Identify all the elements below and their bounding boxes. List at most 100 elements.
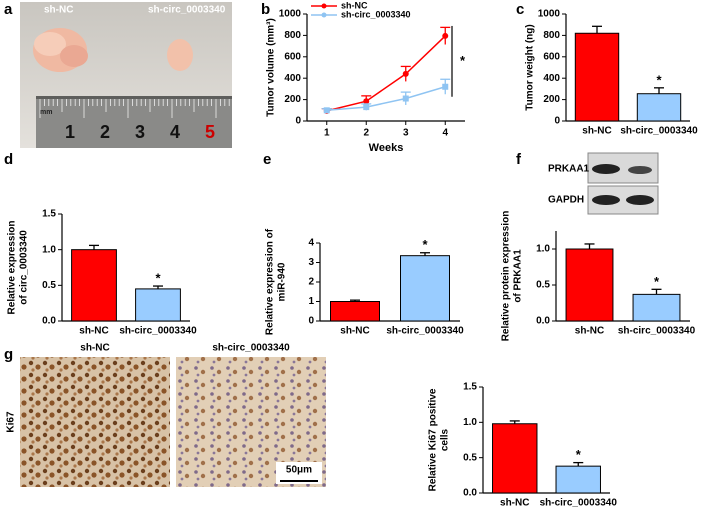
- y-tick-label: 0: [295, 116, 301, 127]
- bar: [574, 32, 620, 122]
- panel-letter: f: [516, 151, 522, 168]
- x-tick-label: sh-NC: [582, 126, 611, 137]
- legend-marker: [321, 3, 327, 9]
- y-tick-label: 200: [284, 94, 301, 105]
- y-tick-label: 1000: [538, 9, 561, 20]
- y-axis-label: Tumor weight (ng): [525, 24, 536, 110]
- y-tick-label: 0.0: [536, 316, 550, 327]
- ihc-label: sh-circ_0003340: [212, 343, 290, 354]
- point: [442, 83, 449, 90]
- significance: *: [656, 72, 662, 87]
- x-tick-label: sh-NC: [575, 326, 604, 337]
- y-tick-label: 0.0: [463, 488, 477, 499]
- series-line: [326, 86, 446, 112]
- y-tick-label: 600: [543, 51, 560, 62]
- ruler-unit: mm: [40, 109, 52, 116]
- y-axis-label: of PRKAA1: [513, 249, 524, 303]
- y-axis-label: cells: [440, 428, 451, 451]
- y-tick-label: 3: [308, 257, 314, 268]
- y-axis-label: of circ_0003340: [19, 230, 30, 305]
- y-axis-label: Relative expression: [7, 221, 18, 315]
- x-tick-label: sh-circ_0003340: [119, 326, 197, 337]
- y-tick-label: 400: [284, 73, 301, 84]
- ruler-number: 1: [65, 122, 75, 142]
- x-tick-label: sh-NC: [500, 498, 529, 509]
- ihc-image: [20, 357, 170, 487]
- photo-label: sh-NC: [44, 5, 73, 16]
- photo-label: sh-circ_0003340: [148, 5, 226, 16]
- bar: [555, 465, 601, 494]
- legend-label: sh-NC: [341, 0, 368, 10]
- y-axis-label: Tumor volume (mm³): [266, 18, 277, 117]
- panel-letter: d: [4, 151, 13, 168]
- significance: *: [422, 237, 428, 252]
- ihc-marker: Ki67: [6, 411, 17, 433]
- y-tick-label: 0: [554, 116, 560, 127]
- bar: [565, 248, 614, 322]
- y-tick-label: 0.5: [463, 452, 477, 463]
- y-tick-label: 0: [308, 316, 314, 327]
- bar: [636, 93, 682, 122]
- tumor-photo: [20, 2, 232, 148]
- y-tick-label: 1.0: [536, 244, 550, 255]
- y-tick-label: 1.0: [42, 244, 56, 255]
- point: [402, 95, 409, 102]
- western-blot: [587, 152, 659, 215]
- x-tick-label: sh-NC: [340, 326, 369, 337]
- significance: *: [460, 53, 466, 68]
- panel-letter: e: [263, 151, 271, 168]
- y-axis-label: Relative protein expression: [501, 211, 512, 342]
- y-tick-label: 1.5: [463, 382, 477, 393]
- bar: [492, 423, 538, 494]
- significance: *: [576, 447, 582, 462]
- point: [402, 70, 409, 77]
- y-tick-label: 800: [543, 30, 560, 41]
- blot-label: GAPDH: [548, 195, 584, 206]
- significance: *: [155, 270, 161, 285]
- scale-bar-label: 50μm: [286, 465, 312, 476]
- x-tick-label: sh-circ_0003340: [618, 326, 696, 337]
- panel-letter: a: [4, 1, 13, 18]
- x-tick-label: 1: [324, 128, 330, 139]
- ruler-number: 3: [135, 122, 145, 142]
- y-tick-label: 0.0: [42, 316, 56, 327]
- y-tick-label: 1.0: [463, 417, 477, 428]
- y-tick-label: 400: [543, 73, 560, 84]
- y-tick-label: 4: [308, 238, 314, 249]
- scale-bar-box: [276, 462, 322, 484]
- x-tick-label: sh-circ_0003340: [386, 326, 464, 337]
- point: [363, 104, 370, 111]
- y-tick-label: 0.5: [42, 280, 56, 291]
- panel-letter: b: [261, 1, 270, 18]
- blot-label: PRKAA1: [548, 164, 590, 175]
- panel-letter: g: [4, 346, 13, 363]
- y-tick-label: 1.5: [42, 209, 56, 220]
- y-tick-label: 0.5: [536, 280, 550, 291]
- point: [442, 32, 449, 39]
- series-line: [326, 35, 446, 112]
- y-axis-label: miR-940: [277, 262, 288, 301]
- bar: [330, 301, 380, 322]
- bar: [135, 288, 181, 322]
- point: [323, 107, 330, 114]
- bar: [71, 249, 117, 322]
- legend-label: sh-circ_0003340: [341, 9, 411, 19]
- y-tick-label: 1000: [279, 9, 302, 20]
- x-tick-label: 3: [403, 128, 409, 139]
- y-tick-label: 1: [308, 296, 314, 307]
- ruler: 1 2 3 4 5: [39, 99, 230, 142]
- x-tick-label: sh-circ_0003340: [620, 126, 698, 137]
- significance: *: [654, 274, 660, 289]
- panel-letter: c: [516, 1, 524, 18]
- y-axis-label: Relative Ki67 positive: [428, 388, 439, 491]
- x-tick-label: sh-circ_0003340: [540, 498, 618, 509]
- y-tick-label: 600: [284, 51, 301, 62]
- point: [363, 98, 370, 105]
- y-axis-label: Relative expression of: [265, 228, 276, 335]
- legend-marker: [321, 12, 327, 18]
- ruler-number: 5: [205, 122, 215, 142]
- x-axis-label: Weeks: [369, 142, 404, 154]
- y-tick-label: 800: [284, 30, 301, 41]
- ruler-number: 4: [170, 122, 180, 142]
